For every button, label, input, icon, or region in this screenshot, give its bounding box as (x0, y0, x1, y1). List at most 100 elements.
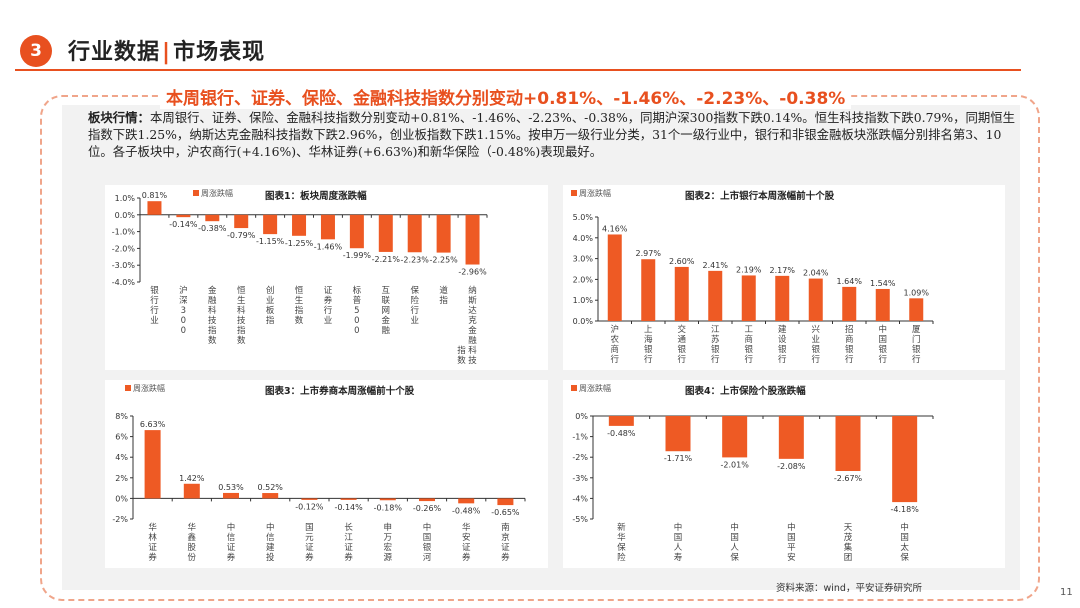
legend-swatch (125, 385, 131, 391)
category-label: 华林证券 (148, 522, 157, 563)
data-label: -0.79% (227, 231, 256, 240)
data-label: -2.21% (372, 255, 401, 264)
legend-label: 周涨跌幅 (579, 383, 611, 393)
data-label: -0.65% (491, 508, 520, 517)
bar (301, 498, 318, 500)
bar (223, 492, 239, 499)
bar (144, 430, 161, 499)
y-tick-label: 4% (115, 453, 128, 462)
bar (205, 214, 220, 222)
y-tick-label: -3% (572, 474, 588, 483)
category-label: 中国银河 (423, 522, 432, 563)
category-label: 标普 5 0 0 (353, 285, 362, 336)
y-tick-label: 5.0% (573, 213, 594, 222)
headline: 本周银行、证券、保险、金融科技指数分别变动+0.81%、-1.46%、-2.23… (160, 84, 852, 109)
bar (378, 214, 393, 252)
legend-swatch (571, 190, 577, 196)
data-label: 6.63% (140, 420, 166, 429)
chart-broker-top10: 周涨跌幅 图表3：上市券商本周涨幅前十个股 8% 6% 4% 2% 0% -2% 6.63% 华林… (105, 380, 548, 568)
chart-title: 图表2：上市银行本周涨幅前十个股 (685, 190, 835, 202)
data-label: -2.08% (777, 462, 806, 471)
category-label: 申万宏源 (384, 522, 393, 563)
data-label: 2.19% (736, 265, 762, 274)
bar (722, 416, 748, 458)
category-label: 创业板指 (266, 285, 275, 326)
bar (842, 286, 857, 321)
y-tick-label: 4.0% (573, 234, 594, 243)
data-label: 1.09% (904, 288, 930, 297)
category-label: 国元证券 (305, 523, 314, 563)
summary-label: 板块行情： (88, 110, 150, 125)
bar (875, 288, 890, 321)
bar (263, 214, 278, 235)
bar (892, 416, 918, 503)
bar (320, 214, 335, 240)
legend-label: 周涨跌幅 (133, 383, 165, 393)
bar (665, 416, 691, 452)
data-label: -2.25% (429, 256, 458, 265)
data-label: -0.48% (607, 429, 636, 438)
data-label: 2.41% (703, 261, 729, 270)
category-label: 恒生指数 (295, 285, 304, 326)
category-label: 交通银行 (677, 324, 686, 365)
y-tick-label: 6% (115, 433, 128, 442)
data-label: -2.01% (721, 460, 750, 469)
title-separator: | (162, 40, 172, 65)
y-tick-label: -1.0% (112, 228, 136, 237)
title-left: 行业数据 (68, 40, 161, 65)
section-number-badge: 3 (20, 35, 52, 67)
bar (465, 214, 480, 265)
category-label: 金融科技指数 (208, 285, 217, 346)
data-label: 1.42% (179, 474, 205, 483)
category-label: 中国银行 (878, 324, 887, 365)
data-label: -0.18% (374, 503, 403, 512)
page-number: 11 (1060, 587, 1073, 598)
data-label: -2.23% (401, 255, 430, 264)
data-label: -0.14% (334, 503, 363, 512)
data-label: 1.64% (837, 277, 863, 286)
chart-title: 图表1：板块周度涨跌幅 (265, 190, 367, 202)
category-label: 道指 (439, 285, 448, 306)
y-tick-label: 0% (115, 494, 128, 503)
category-label: 江苏银行 (711, 325, 720, 365)
y-tick-label: -3.0% (112, 261, 136, 270)
data-label: -1.46% (314, 242, 343, 251)
y-tick-label: -2% (112, 515, 128, 524)
data-label: -0.48% (452, 506, 481, 515)
chart-title: 图表3：上市券商本周涨幅前十个股 (265, 385, 415, 397)
category-label: 中国人寿 (674, 522, 683, 563)
bar (176, 214, 191, 218)
bar (607, 234, 622, 321)
summary-paragraph: 板块行情：本周银行、证券、保险、金融科技指数分别变动+0.81%、-1.46%、… (88, 109, 1018, 160)
chart-sector-weekly: 周涨跌幅 图表1：板块周度涨跌幅 1.0% 0.0% -1.0% -2.0% -3.0% -4… (105, 185, 548, 370)
category-label: 中信证券 (227, 522, 236, 563)
bar (674, 266, 689, 321)
data-label: 2.04% (803, 269, 829, 278)
data-label: -0.38% (198, 224, 227, 233)
bar (349, 214, 364, 249)
category-label: 兴业银行 (811, 325, 820, 365)
y-tick-label: 1.0% (573, 296, 594, 305)
bar (808, 278, 823, 321)
bar (458, 498, 475, 504)
data-label: -0.12% (295, 503, 324, 512)
category-label: 中国人保 (730, 522, 739, 563)
title-right: 市场表现 (173, 40, 266, 65)
chart-insurance: 周涨跌幅 图表4：上市保险个股涨跌幅 0% -1% -2% -3% -4% -5% -0.48%… (563, 380, 1005, 568)
bar (909, 298, 924, 321)
bar (497, 498, 514, 506)
y-tick-label: 0.0% (115, 211, 136, 220)
header-divider (15, 69, 1021, 71)
category-label: 中国太保 (900, 522, 909, 563)
legend-swatch (571, 385, 577, 391)
data-label: 2.60% (669, 257, 695, 266)
category-label: 纳斯达克金融科技指数 (457, 285, 477, 366)
data-label: -2.96% (458, 268, 487, 277)
bar (379, 498, 396, 501)
data-label: 0.52% (257, 483, 283, 492)
category-label: 互联网金融 (382, 286, 391, 336)
category-label: 天茂集团 (844, 523, 853, 563)
category-label: 招商银行 (845, 324, 854, 365)
data-label: -2.67% (834, 474, 863, 483)
y-tick-label: -4.0% (112, 278, 136, 287)
